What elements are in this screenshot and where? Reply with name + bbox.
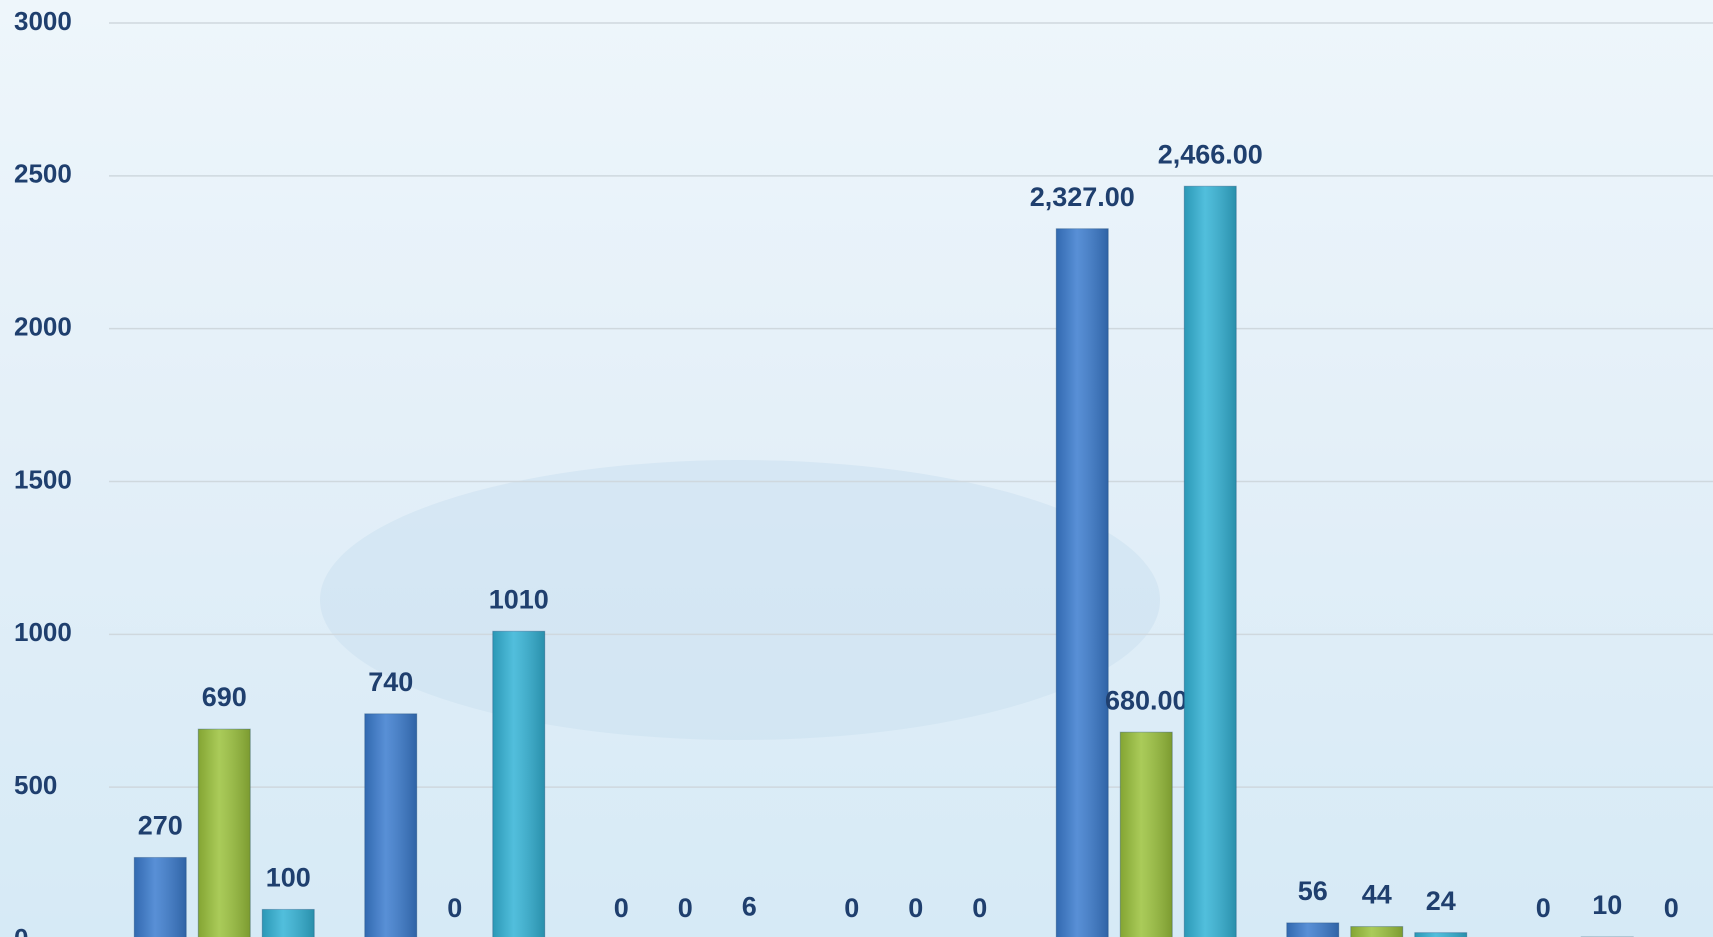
value-label: 6 [742, 891, 757, 921]
value-label: 0 [1664, 893, 1679, 923]
value-label: 44 [1362, 880, 1392, 910]
value-label: 0 [614, 893, 629, 923]
value-label: 2,327.00 [1030, 182, 1135, 212]
y-tick-label: 1000 [14, 617, 72, 647]
value-label: 690 [202, 682, 247, 712]
page: {"chart_data": {"type": "bar", "categori… [0, 0, 1713, 937]
value-label: 24 [1426, 886, 1456, 916]
bar [365, 714, 417, 937]
value-label: 0 [447, 893, 462, 923]
bar [1120, 732, 1172, 937]
value-label: 1010 [489, 584, 549, 614]
y-tick-label: 3000 [14, 6, 72, 36]
chart: 0500100015002000250030002706901007400101… [0, 0, 1713, 937]
bar [1287, 923, 1339, 937]
value-label: 270 [138, 811, 183, 841]
value-label: 2,466.00 [1158, 139, 1263, 169]
bar [134, 857, 186, 937]
bar [1056, 229, 1108, 937]
bar [493, 631, 545, 937]
background-ripple [320, 460, 1160, 740]
bar [198, 729, 250, 937]
bar [1184, 186, 1236, 937]
value-label: 10 [1592, 890, 1622, 920]
y-tick-label: 500 [14, 770, 57, 800]
value-label: 0 [1536, 893, 1551, 923]
bar [1415, 933, 1467, 937]
y-tick-label: 2000 [14, 312, 72, 342]
y-tick-label: 2500 [14, 159, 72, 189]
value-label: 0 [678, 893, 693, 923]
y-tick-label: 0 [14, 923, 28, 937]
value-label: 0 [908, 893, 923, 923]
bar [262, 909, 314, 937]
bar [1351, 927, 1403, 937]
value-label: 740 [368, 667, 413, 697]
value-label: 680.00 [1105, 685, 1188, 715]
value-label: 100 [266, 863, 311, 893]
value-label: 56 [1298, 876, 1328, 906]
value-label: 0 [972, 893, 987, 923]
value-label: 0 [844, 893, 859, 923]
y-tick-label: 1500 [14, 464, 72, 494]
